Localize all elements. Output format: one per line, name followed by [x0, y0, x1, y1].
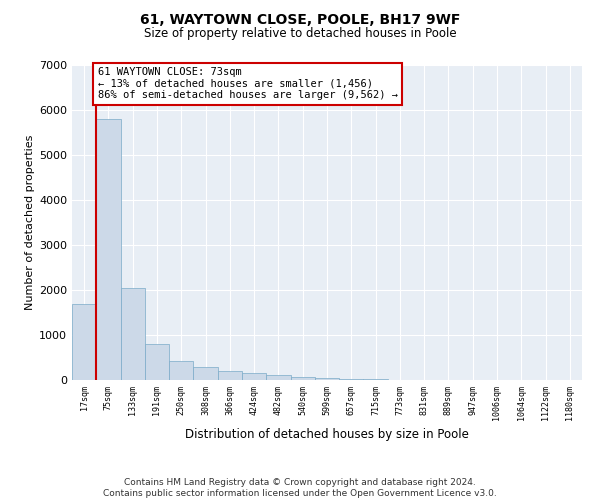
Bar [145, 344, 169, 380]
Bar [242, 373, 266, 380]
X-axis label: Distribution of detached houses by size in Poole: Distribution of detached houses by size … [185, 428, 469, 441]
Y-axis label: Number of detached properties: Number of detached properties [25, 135, 35, 310]
Bar [315, 378, 339, 380]
Bar [266, 375, 290, 380]
Bar [339, 378, 364, 380]
Bar [169, 361, 193, 380]
Text: Size of property relative to detached houses in Poole: Size of property relative to detached ho… [143, 28, 457, 40]
Text: 61, WAYTOWN CLOSE, POOLE, BH17 9WF: 61, WAYTOWN CLOSE, POOLE, BH17 9WF [140, 12, 460, 26]
Bar [193, 368, 218, 380]
Bar [364, 379, 388, 380]
Bar [290, 376, 315, 380]
Bar [121, 288, 145, 380]
Bar [72, 304, 96, 380]
Bar [218, 371, 242, 380]
Bar [96, 119, 121, 380]
Text: Contains HM Land Registry data © Crown copyright and database right 2024.
Contai: Contains HM Land Registry data © Crown c… [103, 478, 497, 498]
Text: 61 WAYTOWN CLOSE: 73sqm
← 13% of detached houses are smaller (1,456)
86% of semi: 61 WAYTOWN CLOSE: 73sqm ← 13% of detache… [97, 67, 398, 100]
